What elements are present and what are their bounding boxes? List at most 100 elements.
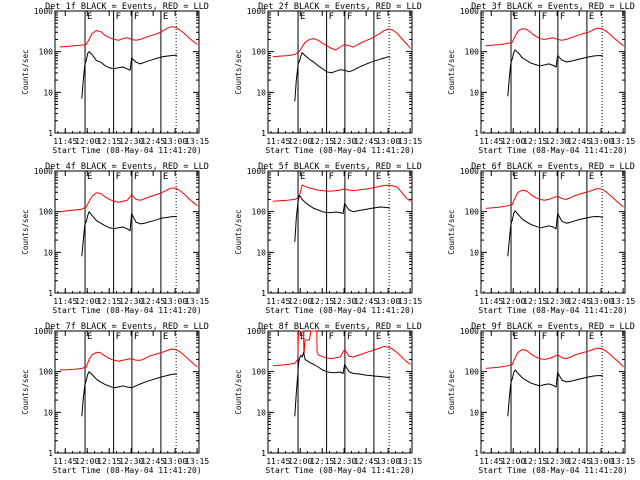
time-marker-label: E xyxy=(163,332,168,342)
x-tick-label: 13:00 xyxy=(163,137,187,146)
x-tick-label: 12:00 xyxy=(288,297,312,306)
x-tick-label: 12:30 xyxy=(545,297,569,306)
x-tick-label: 12:30 xyxy=(332,297,356,306)
y-tick-label: 1000 xyxy=(34,167,53,176)
x-tick-label: 12:15 xyxy=(310,457,334,466)
chart-panel-7: Det 7f BLACK = Events, RED = LLD 1 10 100 10… xyxy=(21,322,209,475)
y-tick-label: 1 xyxy=(48,449,53,458)
series-line-lld xyxy=(59,26,198,48)
time-marker-label: E xyxy=(300,172,305,182)
y-axis-label: Counts/sec xyxy=(21,209,30,254)
x-tick-label: 13:15 xyxy=(185,457,209,466)
y-tick-label: 1000 xyxy=(460,327,479,336)
x-tick-label: 12:15 xyxy=(97,297,121,306)
y-tick-label: 10 xyxy=(256,248,266,257)
x-tick-label: 11:45 xyxy=(479,297,503,306)
y-tick-label: 100 xyxy=(465,208,480,217)
y-axis-label: Counts/sec xyxy=(21,369,30,414)
time-marker-label: E xyxy=(513,332,518,342)
y-tick-label: 1000 xyxy=(460,7,479,16)
x-tick-label: 12:45 xyxy=(141,297,165,306)
plot-frame xyxy=(54,330,200,454)
time-marker-label: E xyxy=(87,172,92,182)
x-tick-label: 12:00 xyxy=(501,137,525,146)
y-tick-label: 1 xyxy=(474,449,479,458)
x-axis-label: Start Time (08-May-04 11:41:20) xyxy=(265,466,414,475)
x-tick-label: 11:45 xyxy=(266,137,290,146)
x-tick-label: 12:00 xyxy=(75,297,99,306)
y-tick-label: 10 xyxy=(43,88,53,97)
y-tick-label: 10 xyxy=(256,408,266,417)
time-marker-label: E xyxy=(376,12,381,22)
time-marker-label: E xyxy=(376,332,381,342)
chart-title: Det 1f BLACK = Events, RED = LLD xyxy=(45,2,209,12)
y-tick-label: 10 xyxy=(43,408,53,417)
series-line-events xyxy=(294,195,391,243)
y-tick-label: 100 xyxy=(39,208,54,217)
x-tick-label: 13:00 xyxy=(376,297,400,306)
time-marker-label: F xyxy=(329,172,334,182)
time-marker-label: F xyxy=(347,332,352,342)
x-tick-label: 12:30 xyxy=(332,457,356,466)
x-tick-label: 13:00 xyxy=(376,457,400,466)
x-tick-label: 12:30 xyxy=(545,137,569,146)
x-tick-label: 13:00 xyxy=(376,137,400,146)
x-tick-label: 11:45 xyxy=(53,137,77,146)
time-marker-label: E xyxy=(513,172,518,182)
y-tick-label: 10 xyxy=(469,88,479,97)
y-tick-label: 100 xyxy=(252,368,267,377)
x-tick-label: 12:45 xyxy=(567,137,591,146)
x-tick-label: 12:15 xyxy=(97,137,121,146)
x-tick-label: 11:45 xyxy=(479,457,503,466)
time-marker-label: F xyxy=(560,172,565,182)
x-tick-label: 12:45 xyxy=(141,137,165,146)
time-marker-label: F xyxy=(116,332,121,342)
x-tick-label: 12:00 xyxy=(501,297,525,306)
series-line-events xyxy=(81,211,178,257)
x-tick-label: 12:45 xyxy=(354,137,378,146)
time-marker-label: F xyxy=(116,12,121,22)
x-tick-label: 12:15 xyxy=(523,137,547,146)
plot-frame xyxy=(480,10,626,134)
series-line-events xyxy=(294,351,391,417)
series-line-lld xyxy=(59,187,198,213)
time-marker-label: E xyxy=(87,12,92,22)
chart-panel-1: Det 1f BLACK = Events, RED = LLD 1 10 100 10… xyxy=(21,2,209,155)
time-marker-label: E xyxy=(589,332,594,342)
x-tick-label: 11:45 xyxy=(266,297,290,306)
x-tick-label: 13:00 xyxy=(589,297,613,306)
plot-frame xyxy=(54,170,200,294)
y-tick-label: 10 xyxy=(43,248,53,257)
y-tick-label: 1000 xyxy=(34,7,53,16)
x-tick-label: 12:30 xyxy=(119,297,143,306)
series-line-lld xyxy=(272,330,411,367)
x-tick-label: 13:15 xyxy=(185,297,209,306)
x-tick-label: 13:15 xyxy=(398,297,422,306)
time-marker-label: F xyxy=(560,12,565,22)
x-tick-label: 11:45 xyxy=(266,457,290,466)
chart-title: Det 8f BLACK = Events, RED = LLD xyxy=(258,322,422,332)
y-tick-label: 10 xyxy=(469,408,479,417)
series-line-events xyxy=(81,371,178,417)
time-marker-label: E xyxy=(300,12,305,22)
y-tick-label: 100 xyxy=(39,48,54,57)
x-tick-label: 12:30 xyxy=(332,137,356,146)
series-line-lld xyxy=(59,348,198,371)
series-line-events xyxy=(81,51,178,99)
y-tick-label: 1 xyxy=(261,129,266,138)
time-marker-label: E xyxy=(589,12,594,22)
y-tick-label: 100 xyxy=(465,48,480,57)
x-tick-label: 11:45 xyxy=(53,297,77,306)
chart-title: Det 2f BLACK = Events, RED = LLD xyxy=(258,2,422,12)
time-marker-label: E xyxy=(376,172,381,182)
plot-frame xyxy=(480,170,626,294)
x-axis-label: Start Time (08-May-04 11:41:20) xyxy=(52,306,201,315)
chart-title: Det 9f BLACK = Events, RED = LLD xyxy=(471,322,635,332)
time-marker-label: E xyxy=(513,12,518,22)
x-tick-label: 12:30 xyxy=(545,457,569,466)
time-marker-label: E xyxy=(300,332,305,342)
plot-frame xyxy=(267,10,413,134)
chart-panel-6: Det 6f BLACK = Events, RED = LLD 1 10 100 10… xyxy=(447,162,635,315)
x-tick-label: 13:00 xyxy=(589,457,613,466)
x-tick-label: 13:00 xyxy=(163,457,187,466)
